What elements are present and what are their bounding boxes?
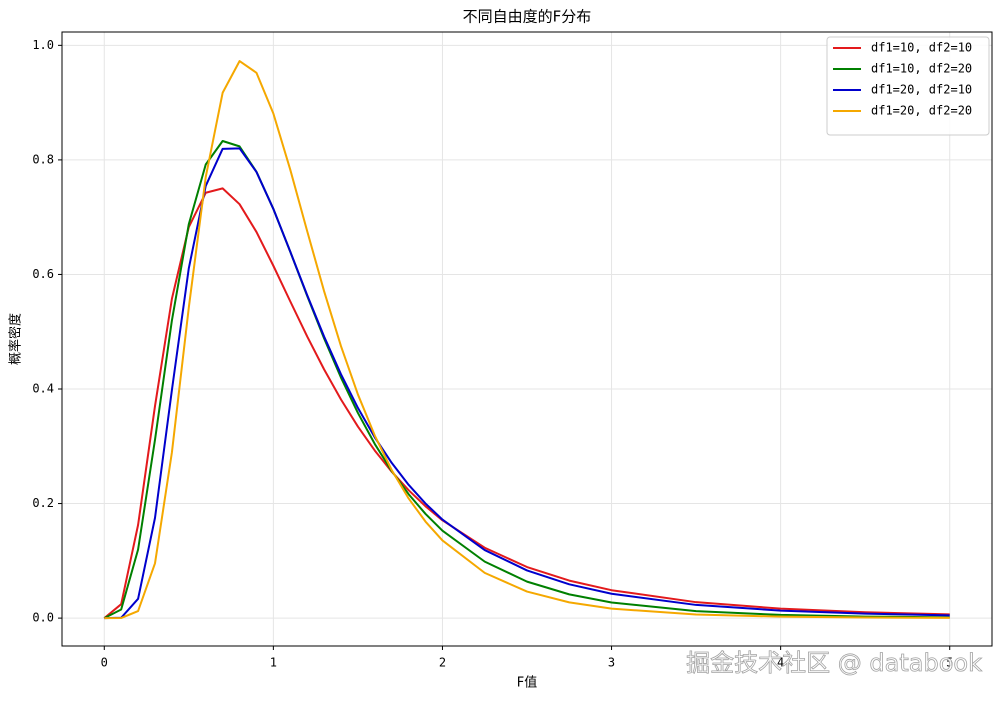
legend-box <box>826 36 990 136</box>
y-axis-label: 概率密度 <box>8 313 24 365</box>
x-tick-label: 0 <box>101 656 108 670</box>
y-tick-label: 1.0 <box>32 38 54 52</box>
series-line <box>103 187 950 619</box>
legend-label: df1=10, df2=10 <box>871 41 972 55</box>
series-line <box>104 60 950 620</box>
x-tick-label: 5 <box>946 656 953 670</box>
x-tick-label: 2 <box>439 656 446 670</box>
series-line <box>104 147 950 620</box>
x-tick-label: 1 <box>270 656 277 670</box>
watermark: 掘金技术社区 @ databook <box>686 649 982 677</box>
y-tick-label: 0.6 <box>32 267 54 281</box>
legend-label: df1=10, df2=20 <box>871 62 972 76</box>
y-tick-label: 0.2 <box>32 496 54 510</box>
y-tick-label: 0.8 <box>32 152 54 166</box>
plot-frame <box>61 31 993 647</box>
x-tick-label: 4 <box>777 656 784 670</box>
y-tick-label: 0.4 <box>32 382 54 396</box>
x-axis-label: F值 <box>517 675 537 691</box>
chart-title: 不同自由度的F分布 <box>463 8 592 26</box>
legend-label: df1=20, df2=10 <box>871 83 972 97</box>
y-tick-label: 0.0 <box>32 611 54 625</box>
legend-label: df1=20, df2=20 <box>871 104 972 118</box>
series-line <box>103 140 950 620</box>
x-tick-label: 3 <box>608 656 615 670</box>
